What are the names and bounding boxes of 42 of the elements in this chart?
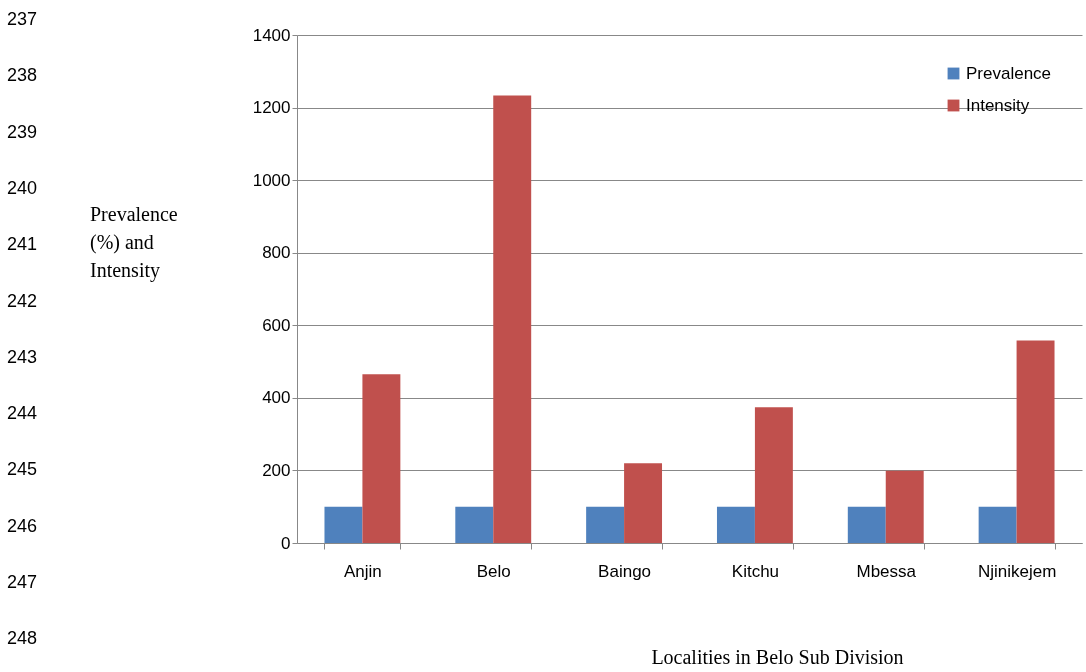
x-tick-label: Mbessa (856, 561, 917, 581)
text: 241 (7, 234, 38, 255)
legend-label: Prevalence (966, 63, 1052, 83)
bar (455, 506, 494, 543)
text: 246 (7, 515, 38, 536)
text: 245 (7, 459, 38, 480)
x-tick-label: Anjin (344, 561, 382, 581)
text: 242 (7, 290, 38, 311)
x-tick-label: Njinikejem (977, 561, 1057, 581)
text: 247 (7, 572, 38, 592)
y-tick-label: 1000 (252, 170, 291, 190)
text: 243 (7, 346, 38, 367)
bar (586, 506, 625, 543)
y-tick-label: 0 (281, 533, 291, 553)
bar (493, 95, 532, 543)
bar (754, 407, 793, 543)
bar (716, 506, 755, 543)
bar (1016, 340, 1055, 543)
text: 240 (7, 177, 38, 198)
y-tick-label: 1400 (252, 25, 291, 45)
bar (885, 470, 924, 543)
text: 244 (7, 403, 38, 424)
text: 238 (7, 65, 38, 86)
text: 248 (7, 628, 38, 649)
bar (624, 463, 663, 543)
text: 239 (7, 121, 38, 142)
x-tick-label: Kitchu (731, 561, 780, 581)
bar (847, 506, 886, 543)
bar (362, 374, 401, 543)
legend-label: Intensity (966, 95, 1030, 115)
y-tick-label: 1200 (252, 98, 291, 118)
y-tick-label: 400 (262, 388, 291, 408)
x-axis-title: Localities in Belo Sub Division (651, 645, 904, 668)
y-tick-label: 200 (262, 460, 291, 480)
x-tick-label: Belo (476, 561, 511, 581)
bar (324, 506, 363, 543)
x-tick-label: Baingo (598, 561, 652, 581)
text: 237 (7, 9, 38, 29)
y-tick-label: 600 (262, 315, 291, 335)
bar (978, 506, 1017, 543)
y-tick-label: 800 (262, 243, 291, 263)
y-axis-title: Prevalence (%) and Intensity (90, 203, 178, 282)
